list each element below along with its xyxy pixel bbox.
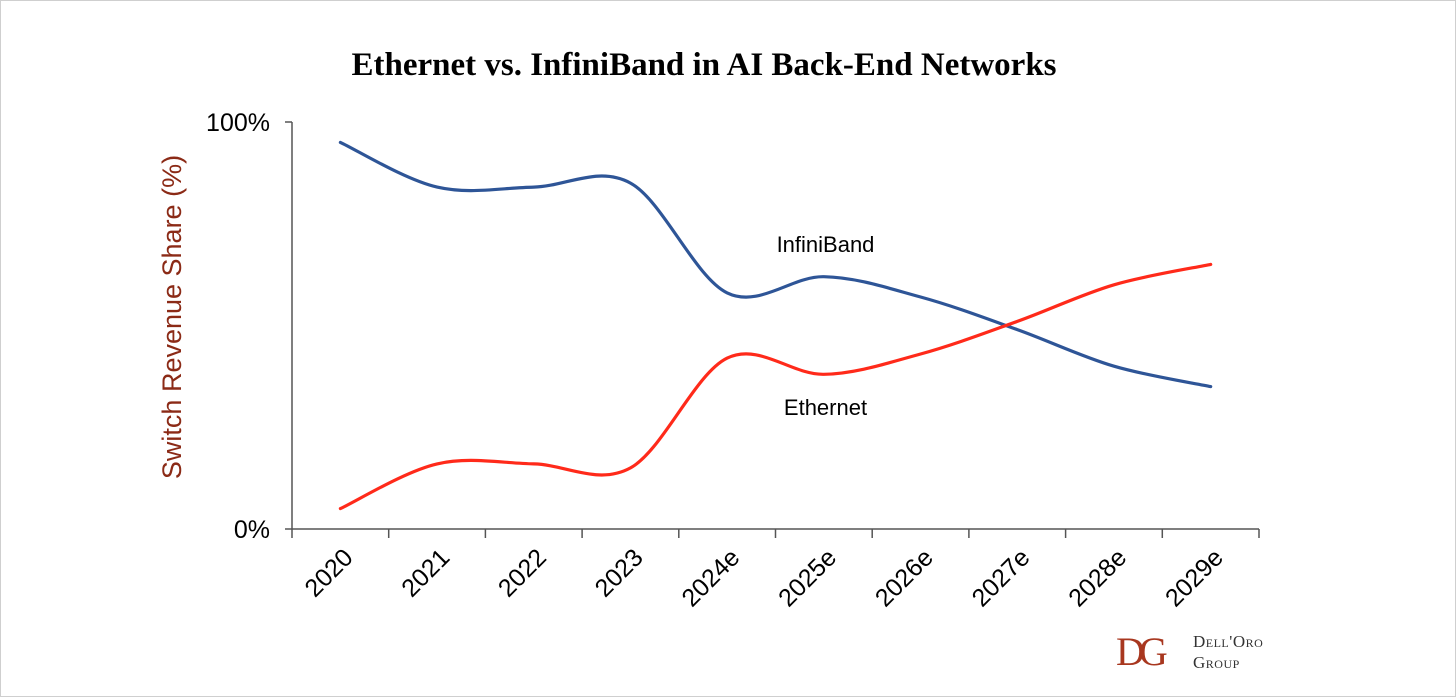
x-tick-label: 2024e — [676, 543, 745, 612]
ethernet-series-line — [338, 262, 1213, 511]
labels-layer: InfiniBand Ethernet — [777, 232, 875, 420]
x-tick-label: 2027e — [967, 543, 1036, 612]
logo-company-line2: Group — [1193, 653, 1240, 672]
x-tick-label: 2028e — [1063, 543, 1132, 612]
chart-title: Ethernet vs. InfiniBand in AI Back-End N… — [351, 47, 1056, 83]
x-tick-label: 2023 — [590, 543, 649, 602]
y-tick-label: 100% — [206, 109, 270, 137]
ethernet-series-label: Ethernet — [784, 395, 867, 420]
y-axis-label: Switch Revenue Share (%) — [157, 155, 187, 479]
x-tick-label: 2025e — [773, 543, 842, 612]
x-tick-label: 2029e — [1160, 543, 1229, 612]
logo-monogram: DG — [1116, 629, 1167, 674]
x-tick-label: 2020 — [299, 543, 358, 602]
dell-oro-group-logo: DG Dell'Oro Group — [1116, 629, 1263, 674]
x-tick-label: 2026e — [870, 543, 939, 612]
infiniband-series-line — [338, 140, 1213, 389]
logo-company-line1: Dell'Oro — [1193, 632, 1263, 651]
infiniband-series-label: InfiniBand — [777, 232, 875, 257]
y-tick-label: 0% — [234, 516, 270, 544]
x-tick-label: 2022 — [493, 543, 552, 602]
x-tick-label: 2021 — [396, 543, 455, 602]
series-layer — [338, 140, 1213, 511]
